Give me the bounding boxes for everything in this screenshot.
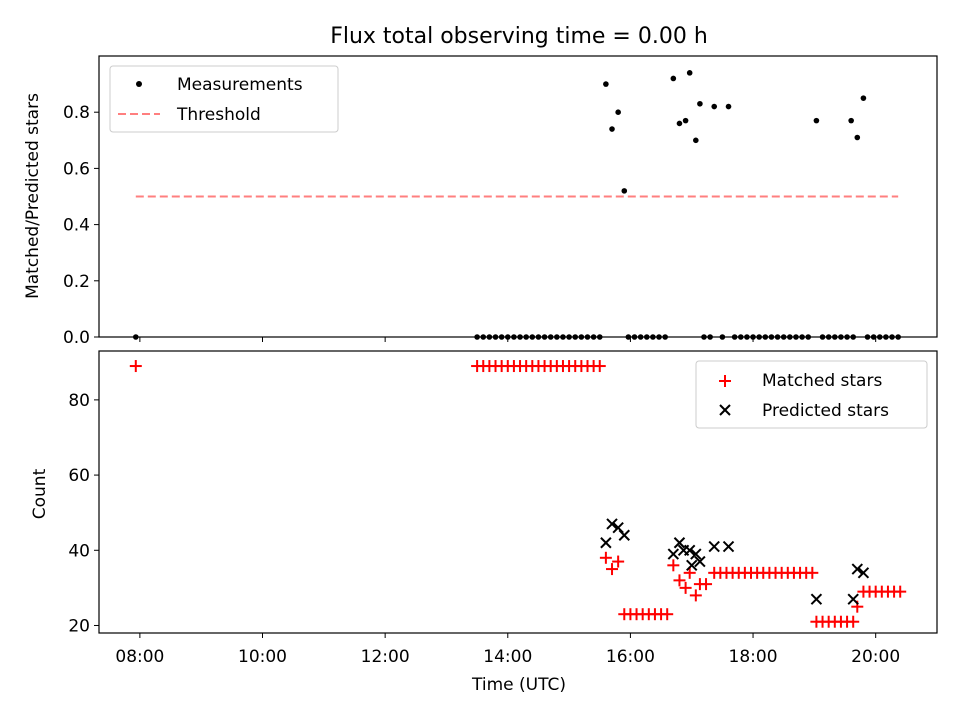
figure-title: Flux total observing time = 0.00 h bbox=[330, 24, 708, 49]
matched-star-point bbox=[599, 551, 612, 564]
matched-star-point bbox=[667, 559, 680, 572]
matched-star-point bbox=[606, 563, 619, 576]
measurement-point bbox=[854, 134, 861, 141]
ratio-y-tick-label: 0.0 bbox=[63, 328, 90, 348]
ratio-y-tick-label: 0.4 bbox=[63, 216, 90, 236]
predicted-star-point bbox=[690, 548, 702, 560]
predicted-star-point bbox=[683, 544, 696, 556]
matched-star-point bbox=[683, 566, 696, 579]
count-legend-box bbox=[695, 360, 928, 429]
ratio-legend: Measurements Threshold bbox=[109, 65, 339, 133]
ratio-y-tick-label: 0.8 bbox=[63, 103, 90, 123]
measurement-point bbox=[848, 117, 854, 124]
matched-star-point bbox=[661, 608, 674, 621]
measurement-point bbox=[682, 117, 689, 124]
matched-star-point bbox=[673, 574, 686, 587]
matched-star-point bbox=[679, 581, 692, 594]
legend-threshold-label: Threshold bbox=[176, 105, 261, 125]
measurement-point bbox=[621, 188, 628, 194]
count-y-tick-label: 80 bbox=[68, 391, 90, 411]
ratio-y-axis-label: Matched/Predicted stars bbox=[23, 93, 43, 299]
count-x-tick-label: 10:00 bbox=[238, 647, 287, 667]
matched-star-point bbox=[612, 555, 625, 568]
legend-predicted-label: Predicted stars bbox=[762, 401, 889, 421]
predicted-star-point bbox=[722, 540, 735, 553]
count-x-tick-label: 12:00 bbox=[361, 647, 410, 667]
ratio-x-ticks bbox=[139, 337, 877, 342]
legend-measurements-marker bbox=[136, 81, 142, 87]
count-y-tick-label: 40 bbox=[68, 541, 90, 561]
measurement-point bbox=[697, 100, 703, 107]
count-x-ticks: 08:00 10:00 12:00 14:00 16:00 18:00 20:00 bbox=[115, 633, 900, 667]
predicted-star-point bbox=[600, 537, 612, 549]
predicted-star-point bbox=[694, 555, 706, 568]
measurement-point bbox=[609, 126, 615, 132]
ratio-marks bbox=[132, 70, 901, 340]
matched-star-point bbox=[593, 360, 606, 373]
count-panel: 20 40 60 80 08:00 10:00 12:00 14:00 16:00 18:00 2… bbox=[30, 350, 938, 695]
measurement-point bbox=[670, 75, 677, 82]
matched-star-point bbox=[806, 566, 819, 579]
matched-star-point bbox=[894, 585, 907, 598]
measurement-point bbox=[615, 109, 621, 115]
legend-predicted-marker bbox=[719, 404, 731, 416]
count-y-axis-label: Count bbox=[30, 468, 50, 519]
matched-star-point bbox=[129, 360, 142, 373]
count-x-tick-label: 18:00 bbox=[729, 647, 778, 667]
ratio-y-tick-label: 0.2 bbox=[63, 272, 90, 292]
count-y-tick-label: 20 bbox=[68, 616, 90, 636]
count-y-ticks: 20 40 60 80 bbox=[68, 391, 99, 636]
matched-star-point bbox=[689, 589, 702, 602]
predicted-star-point bbox=[673, 537, 686, 549]
count-x-axis-label: Time (UTC) bbox=[471, 675, 566, 695]
ratio-panel: 0.00.20.40.60.8 Matched/Predicted stars … bbox=[23, 55, 938, 348]
predicted-star-point bbox=[606, 518, 618, 530]
predicted-star-point bbox=[851, 563, 863, 575]
ratio-legend-box bbox=[109, 65, 339, 133]
measurement-point bbox=[603, 81, 609, 87]
ratio-axes-frame bbox=[98, 55, 938, 338]
count-x-tick-label: 20:00 bbox=[851, 647, 900, 667]
measurement-point bbox=[676, 120, 683, 127]
count-legend: Matched stars Predicted stars bbox=[695, 360, 928, 429]
count-y-tick-label: 60 bbox=[68, 466, 90, 486]
measurement-point bbox=[813, 117, 820, 124]
measurement-point bbox=[725, 103, 732, 110]
predicted-star-point bbox=[708, 540, 720, 553]
predicted-star-point bbox=[857, 567, 870, 579]
predicted-star-point bbox=[667, 548, 680, 560]
measurement-point bbox=[711, 103, 718, 110]
measurement-point bbox=[860, 95, 867, 101]
measurement-point bbox=[693, 137, 699, 144]
legend-matched-marker bbox=[719, 375, 731, 387]
count-x-tick-label: 16:00 bbox=[606, 647, 655, 667]
predicted-star-point bbox=[847, 593, 859, 605]
predicted-star-point bbox=[810, 593, 823, 605]
measurement-point bbox=[686, 70, 693, 76]
count-x-tick-label: 08:00 bbox=[115, 647, 164, 667]
matched-star-point bbox=[847, 615, 860, 628]
matched-star-point bbox=[700, 578, 713, 591]
ratio-y-tick-label: 0.6 bbox=[63, 159, 90, 179]
legend-matched-label: Matched stars bbox=[762, 371, 882, 391]
predicted-star-point bbox=[618, 529, 630, 541]
count-axes-frame bbox=[98, 350, 938, 634]
count-x-tick-label: 14:00 bbox=[483, 647, 532, 667]
count-marks bbox=[129, 360, 907, 628]
legend-measurements-label: Measurements bbox=[177, 75, 303, 95]
predicted-star-point bbox=[686, 559, 698, 572]
ratio-y-ticks: 0.0 0.2 0.4 0.6 0.8 bbox=[63, 103, 99, 348]
